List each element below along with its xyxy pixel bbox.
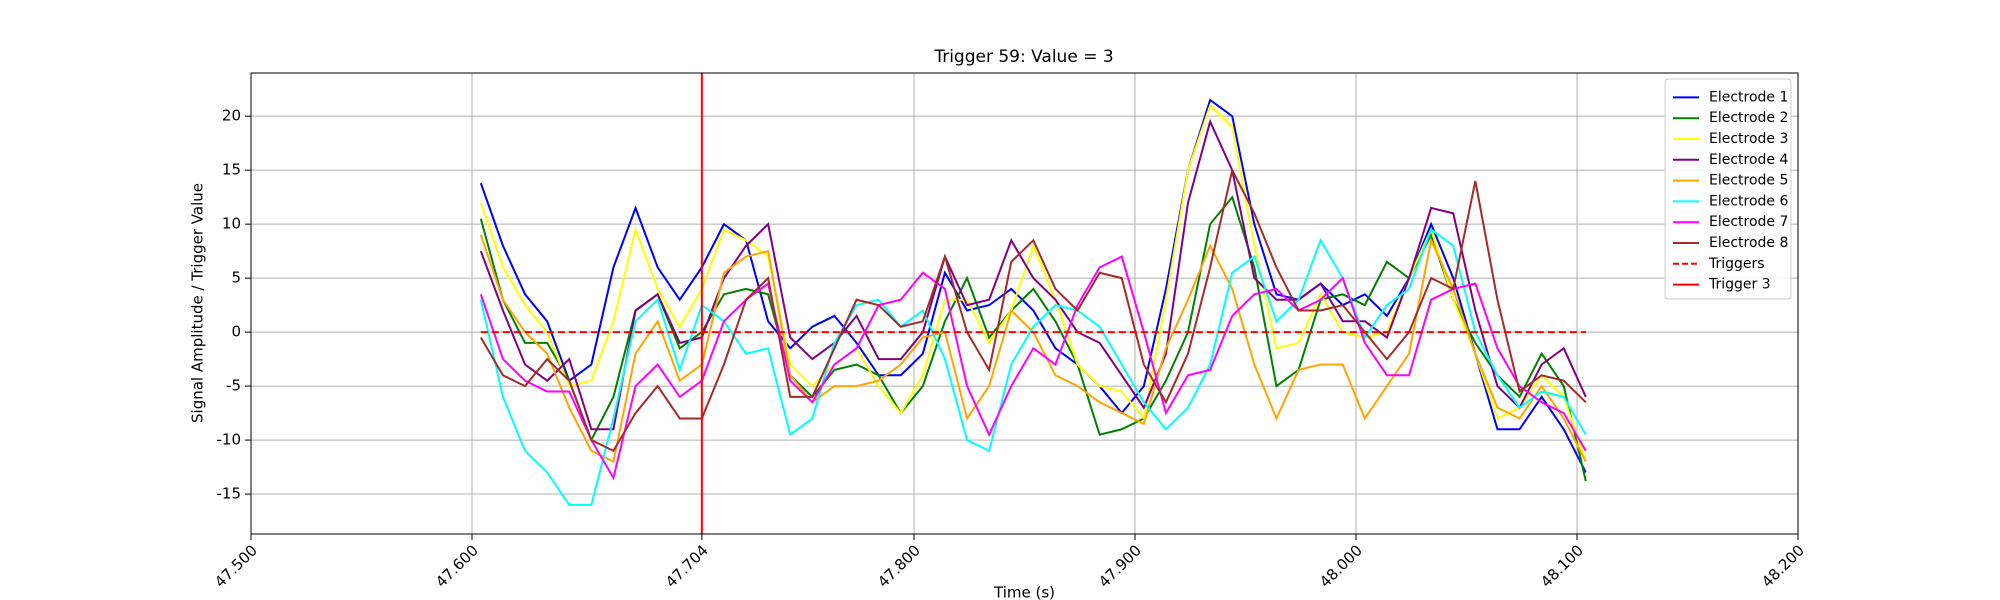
legend-label: Electrode 1	[1709, 89, 1788, 105]
y-tick-label: 10	[222, 215, 241, 233]
legend: Electrode 1 Electrode 2 Electrode 3 Electro…	[1664, 78, 1792, 300]
y-tick-label: 15	[222, 161, 241, 179]
x-tick-label: 47.800	[874, 541, 924, 591]
series-line	[479, 103, 1587, 462]
legend-label: Trigger 3	[1708, 277, 1771, 293]
legend-label: Electrode 3	[1709, 131, 1788, 147]
y-axis-label: Signal Amplitude / Trigger Value	[189, 183, 207, 423]
legend-label: Electrode 8	[1709, 235, 1788, 251]
y-tick-label: 5	[231, 269, 241, 287]
y-tick-label: -5	[226, 377, 241, 395]
legend-label: Triggers	[1708, 256, 1765, 272]
x-tick-label: 48.100	[1537, 541, 1587, 591]
x-tick-label: 47.500	[211, 541, 261, 591]
series-line	[479, 167, 1587, 453]
x-tick-label: 48.200	[1758, 541, 1808, 591]
series-line	[479, 255, 1587, 481]
y-tick-label: 20	[222, 107, 241, 125]
legend-label: Electrode 5	[1709, 173, 1788, 189]
series-line	[479, 98, 1587, 473]
x-tick-label: 47.704	[662, 541, 712, 591]
legend-label: Electrode 4	[1709, 152, 1788, 168]
chart-title: Trigger 59: Value = 3	[933, 47, 1113, 67]
x-tick-label: 47.600	[432, 541, 482, 591]
plot-frame	[250, 72, 1799, 535]
x-tick-label: 47.900	[1095, 541, 1145, 591]
y-tick-label: -15	[217, 485, 242, 503]
x-axis-label: Time (s)	[993, 584, 1055, 600]
legend-label: Electrode 2	[1709, 110, 1788, 126]
y-tick-label: 0	[231, 323, 241, 341]
series-line	[479, 118, 1587, 431]
legend-label: Electrode 7	[1709, 214, 1788, 230]
y-tick-label: -10	[217, 431, 242, 449]
legend-label: Electrode 6	[1709, 193, 1788, 209]
series-line	[479, 227, 1587, 506]
x-tick-label: 48.000	[1316, 541, 1366, 591]
